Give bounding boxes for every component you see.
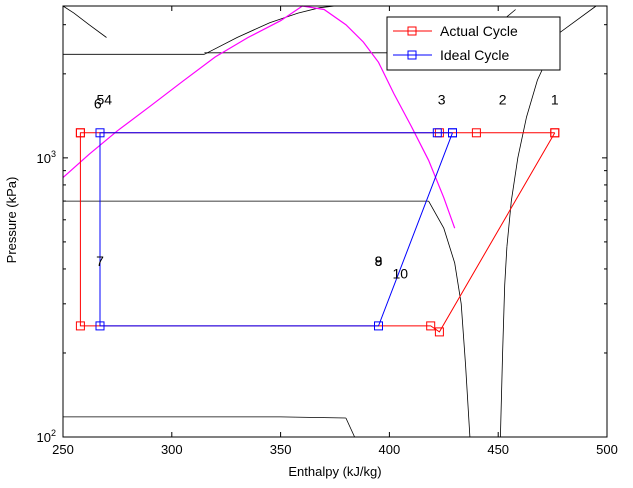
series-ideal-marker-2 — [95, 128, 105, 138]
series-actual-marker-8 — [550, 128, 560, 138]
x-tick-label-1: 300 — [161, 442, 183, 457]
series-ideal-marker-1 — [432, 128, 442, 138]
point-label-6: 8 — [375, 253, 383, 269]
series-actual-marker-7 — [434, 327, 444, 337]
isotherm-line-0 — [62, 5, 107, 38]
legend: Actual Cycle Ideal Cycle — [386, 16, 561, 71]
series-ideal-marker-5 — [448, 128, 457, 138]
series-actual-marker-1 — [471, 128, 481, 138]
legend-box — [386, 16, 561, 71]
isotherm-line-6 — [428, 200, 471, 438]
y-tick-label-0: 102 — [37, 428, 56, 445]
legend-ideal-label: Ideal Cycle — [440, 47, 509, 63]
x-tick-label-4: 450 — [487, 442, 509, 457]
legend-ideal-marker — [407, 50, 417, 60]
x-tick-label-0: 250 — [52, 442, 74, 457]
series-actual-line — [79, 132, 556, 333]
point-label-3: 54 — [97, 92, 113, 108]
saturation-curve — [62, 5, 456, 229]
point-label-8: 10 — [393, 265, 409, 281]
series-actual-marker-4 — [75, 128, 85, 138]
series-ideal-line — [99, 132, 453, 327]
legend-actual-label: Actual Cycle — [440, 23, 518, 39]
x-axis-label: Enthalpy (kJ/kg) — [288, 464, 381, 479]
isotherm-line-9 — [63, 416, 346, 419]
legend-actual-marker — [407, 26, 417, 36]
point-label-7: 9 — [375, 253, 383, 269]
series-actual-marker-5 — [75, 321, 85, 331]
x-tick-label-3: 400 — [379, 442, 401, 457]
point-label-1: 2 — [499, 92, 507, 108]
point-label-0: 1 — [551, 92, 559, 108]
series-ideal-marker-3 — [95, 321, 105, 331]
series-actual-marker-6 — [426, 321, 436, 331]
x-tick-label-2: 350 — [270, 442, 292, 457]
point-label-4: 6 — [94, 96, 102, 112]
point-label-2: 3 — [438, 92, 446, 108]
isotherm-line-10 — [345, 417, 355, 438]
series-ideal-marker-4 — [374, 321, 383, 331]
y-axis-label: Pressure (kPa) — [4, 177, 19, 264]
plot-frame — [62, 5, 608, 438]
isotherm-line-8 — [500, 246, 508, 438]
y-tick-label-1: 103 — [37, 149, 56, 166]
x-tick-label-5: 500 — [596, 442, 618, 457]
point-label-5: 7 — [96, 253, 104, 269]
